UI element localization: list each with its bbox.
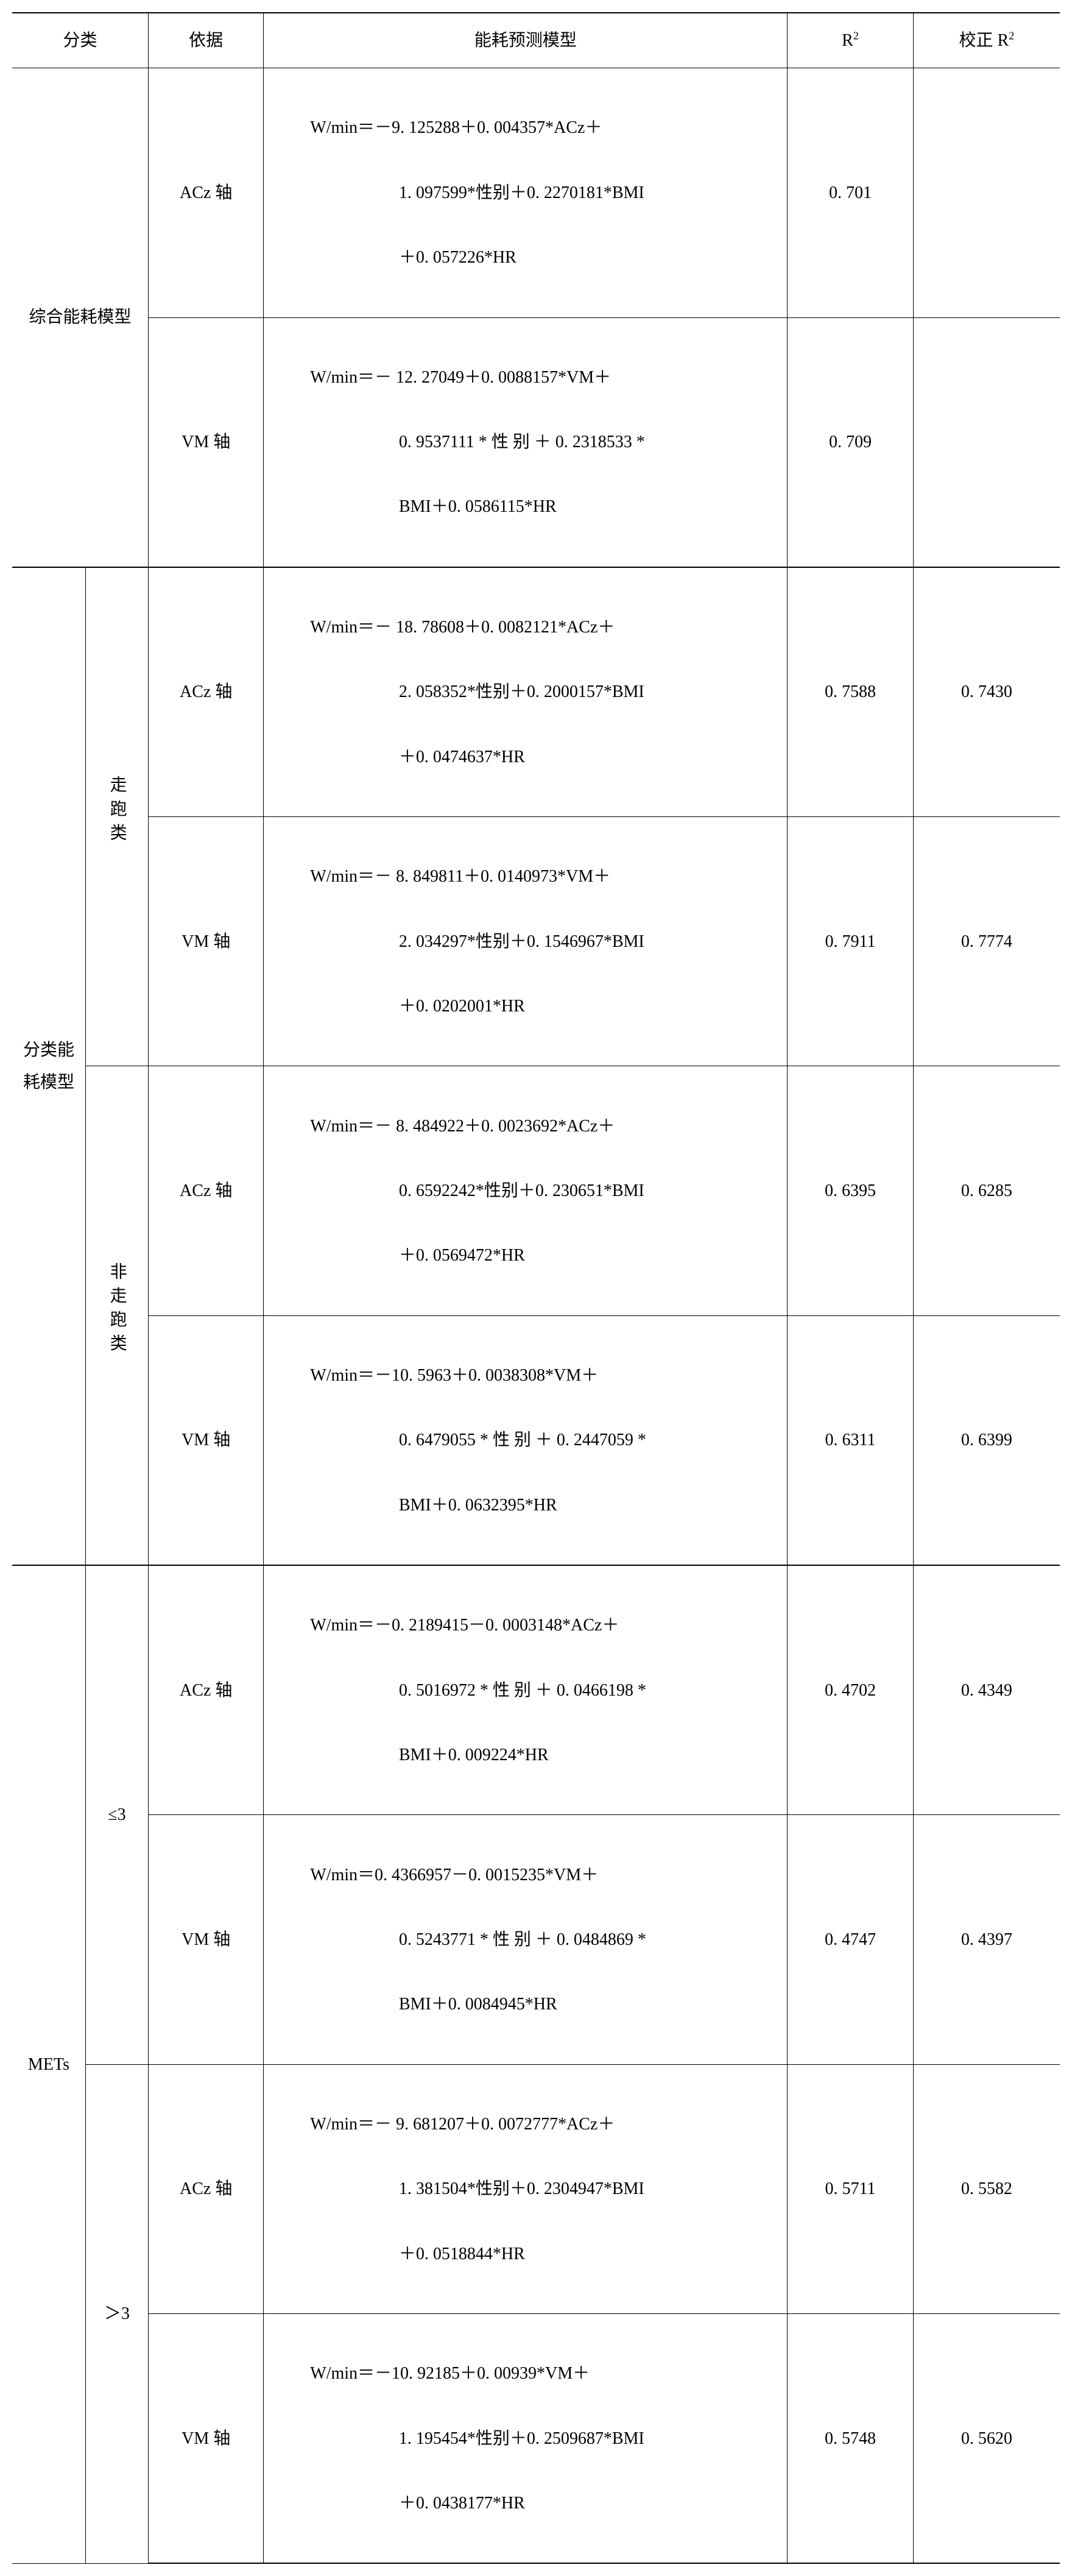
sub-gt3: ＞3: [85, 2064, 148, 2563]
label-mets: METs: [12, 1565, 85, 2563]
formula-cell: W/min＝0. 4366957－0. 0015235*VM＋ 0. 52437…: [264, 1815, 788, 2064]
row-s1-r1: 综合能耗模型 ACz 轴 W/min＝－9. 125288＋0. 004357*…: [12, 68, 1060, 317]
formula-cell: W/min＝－10. 5963＋0. 0038308*VM＋ 0. 647905…: [264, 1315, 788, 1565]
label-comprehensive: 综合能耗模型: [12, 68, 149, 567]
adj-cell: 0. 7430: [913, 567, 1060, 817]
energy-model-table: 分类 依据 能耗预测模型 R2 校正 R2 综合能耗模型 ACz 轴 W/min…: [12, 12, 1060, 2564]
r2-cell: 0. 6395: [788, 1066, 913, 1315]
row-s2-r2: VM 轴 W/min＝－ 8. 849811＋0. 0140973*VM＋ 2.…: [12, 817, 1060, 1066]
sub-le3: ≤3: [85, 1565, 148, 2064]
col-category: 分类: [12, 13, 149, 68]
row-s3-r4: VM 轴 W/min＝－10. 92185＋0. 00939*VM＋ 1. 19…: [12, 2314, 1060, 2564]
basis-cell: VM 轴: [149, 1315, 264, 1565]
basis-cell: ACz 轴: [149, 1066, 264, 1315]
row-s2-r4: VM 轴 W/min＝－10. 5963＋0. 0038308*VM＋ 0. 6…: [12, 1315, 1060, 1565]
formula-cell: W/min＝－9. 125288＋0. 004357*ACz＋ 1. 09759…: [264, 68, 788, 317]
formula-cell: W/min＝－ 12. 27049＋0. 0088157*VM＋ 0. 9537…: [264, 317, 788, 567]
formula-cell: W/min＝－ 8. 484922＋0. 0023692*ACz＋ 0. 659…: [264, 1066, 788, 1315]
row-s1-r2: VM 轴 W/min＝－ 12. 27049＋0. 0088157*VM＋ 0.…: [12, 317, 1060, 567]
col-basis: 依据: [149, 13, 264, 68]
adj-cell: 0. 4397: [913, 1815, 1060, 2064]
formula-cell: W/min＝－10. 92185＋0. 00939*VM＋ 1. 195454*…: [264, 2314, 788, 2564]
basis-cell: VM 轴: [149, 817, 264, 1066]
row-s3-r2: VM 轴 W/min＝0. 4366957－0. 0015235*VM＋ 0. …: [12, 1815, 1060, 2064]
r2-cell: 0. 6311: [788, 1315, 913, 1565]
basis-cell: VM 轴: [149, 317, 264, 567]
sub-nonwalkrun: 非走跑类: [85, 1066, 148, 1565]
formula-cell: W/min＝－0. 2189415－0. 0003148*ACz＋ 0. 501…: [264, 1565, 788, 1815]
basis-cell: ACz 轴: [149, 2064, 264, 2313]
adj-cell: 0. 7774: [913, 817, 1060, 1066]
formula-cell: W/min＝－ 8. 849811＋0. 0140973*VM＋ 2. 0342…: [264, 817, 788, 1066]
basis-cell: ACz 轴: [149, 68, 264, 317]
r2-cell: 0. 7911: [788, 817, 913, 1066]
adj-cell: [913, 68, 1060, 317]
r2-cell: 0. 701: [788, 68, 913, 317]
row-s2-r3: 非走跑类 ACz 轴 W/min＝－ 8. 484922＋0. 0023692*…: [12, 1066, 1060, 1315]
r2-cell: 0. 709: [788, 317, 913, 567]
header-row: 分类 依据 能耗预测模型 R2 校正 R2: [12, 13, 1060, 68]
row-s2-r1: 分类能耗模型 走跑类 ACz 轴 W/min＝－ 18. 78608＋0. 00…: [12, 567, 1060, 817]
basis-cell: ACz 轴: [149, 567, 264, 817]
basis-cell: VM 轴: [149, 2314, 264, 2564]
sub-walkrun: 走跑类: [85, 567, 148, 1066]
row-s3-r1: METs ≤3 ACz 轴 W/min＝－0. 2189415－0. 00031…: [12, 1565, 1060, 1815]
basis-cell: ACz 轴: [149, 1565, 264, 1815]
r2-cell: 0. 5711: [788, 2064, 913, 2313]
row-s3-r3: ＞3 ACz 轴 W/min＝－ 9. 681207＋0. 0072777*AC…: [12, 2064, 1060, 2313]
col-model: 能耗预测模型: [264, 13, 788, 68]
adj-cell: 0. 5582: [913, 2064, 1060, 2313]
r2-cell: 0. 4747: [788, 1815, 913, 2064]
adj-cell: 0. 4349: [913, 1565, 1060, 1815]
label-classified: 分类能耗模型: [12, 567, 85, 1565]
r2-cell: 0. 7588: [788, 567, 913, 817]
r2-cell: 0. 5748: [788, 2314, 913, 2564]
basis-cell: VM 轴: [149, 1815, 264, 2064]
col-r2: R2: [788, 13, 913, 68]
adj-cell: [913, 317, 1060, 567]
adj-cell: 0. 6285: [913, 1066, 1060, 1315]
adj-cell: 0. 5620: [913, 2314, 1060, 2564]
r2-cell: 0. 4702: [788, 1565, 913, 1815]
formula-cell: W/min＝－ 18. 78608＋0. 0082121*ACz＋ 2. 058…: [264, 567, 788, 817]
col-adj-r2: 校正 R2: [913, 13, 1060, 68]
formula-cell: W/min＝－ 9. 681207＋0. 0072777*ACz＋ 1. 381…: [264, 2064, 788, 2313]
adj-cell: 0. 6399: [913, 1315, 1060, 1565]
